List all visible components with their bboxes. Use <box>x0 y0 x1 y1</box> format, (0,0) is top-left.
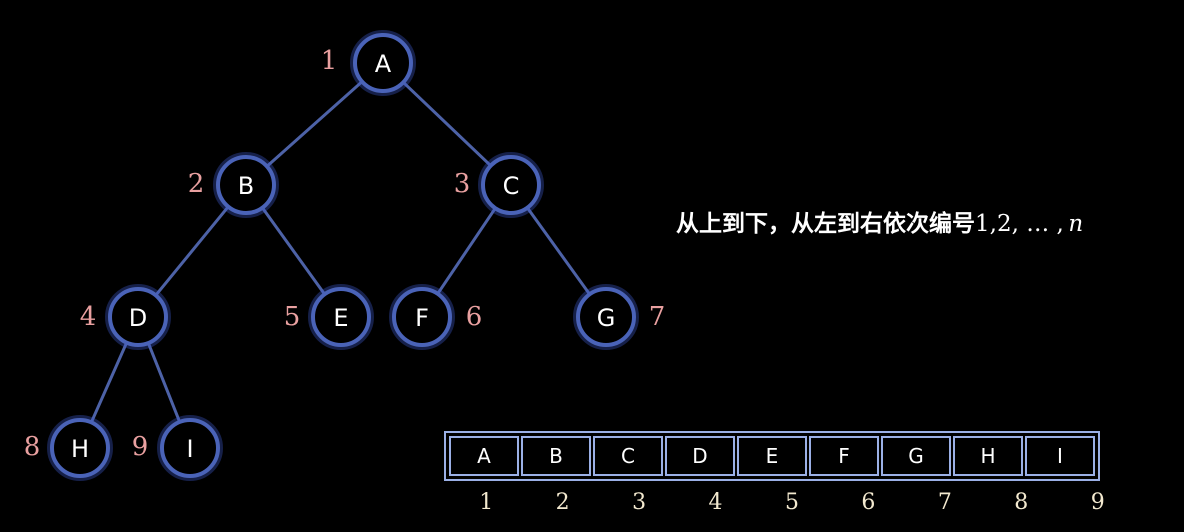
array-cell: A <box>449 436 519 476</box>
tree-node-h: H8 <box>24 415 113 481</box>
array-index: 9 <box>1090 490 1105 515</box>
array-index: 4 <box>708 490 723 515</box>
array-index: 2 <box>555 490 570 515</box>
tree-node-i: I9 <box>132 415 223 481</box>
tree-node-c: C3 <box>454 152 544 218</box>
tree-edge-a-c <box>401 80 493 168</box>
array-index: 7 <box>937 490 952 515</box>
node-letter: H <box>71 435 89 463</box>
array-cell: D <box>665 436 735 476</box>
array-index: 1 <box>479 490 494 515</box>
node-circle <box>576 287 636 347</box>
array-cell: B <box>521 436 591 476</box>
node-circle <box>216 155 276 215</box>
node-number: 8 <box>24 432 41 462</box>
array-index: 8 <box>1014 490 1029 515</box>
node-letter: I <box>186 435 193 463</box>
array-index: 6 <box>861 490 876 515</box>
node-number: 5 <box>284 302 301 332</box>
array-cell: I <box>1025 436 1095 476</box>
node-letter: C <box>503 172 520 200</box>
tree-edge-c-f <box>436 206 497 296</box>
array-cell: C <box>593 436 663 476</box>
node-number: 3 <box>454 169 471 199</box>
node-number: 4 <box>80 302 97 332</box>
array-index-row: 1 2 3 4 5 6 7 8 9 <box>444 490 1140 515</box>
node-letter: D <box>129 304 147 332</box>
tree-node-d: D4 <box>80 284 171 350</box>
tree-edge-b-e <box>260 206 327 296</box>
caption-text: 从上到下，从左到右依次编号 <box>676 211 975 237</box>
array-cell: E <box>737 436 807 476</box>
node-circle <box>481 155 541 215</box>
tree-edges <box>89 80 592 424</box>
caption-sequence: 1,2, … , <box>975 211 1064 237</box>
node-circle <box>50 418 110 478</box>
node-letter: E <box>333 304 348 332</box>
tree-node-e: E5 <box>284 284 374 350</box>
array-cell: H <box>953 436 1023 476</box>
tree-edge-d-h <box>89 341 129 424</box>
node-number: 2 <box>188 169 205 199</box>
array-cell: F <box>809 436 879 476</box>
tree-edge-c-g <box>525 206 592 296</box>
array-representation: A B C D E F G H I <box>444 431 1100 481</box>
tree-edge-d-i <box>146 341 182 424</box>
node-letter: B <box>238 172 254 200</box>
tree-edge-b-d <box>154 205 230 297</box>
array-cell: G <box>881 436 951 476</box>
node-circle <box>160 418 220 478</box>
node-number: 1 <box>321 46 338 76</box>
tree-edge-a-b <box>265 80 364 168</box>
node-circle <box>108 287 168 347</box>
node-letter: G <box>597 304 616 332</box>
node-circle <box>392 287 452 347</box>
node-number: 9 <box>132 432 149 462</box>
node-letter: A <box>375 50 392 78</box>
array-index: 5 <box>784 490 799 515</box>
node-circle <box>311 287 371 347</box>
caption-variable: n <box>1068 211 1084 237</box>
node-circle <box>353 33 413 93</box>
numbering-caption: 从上到下，从左到右依次编号1,2, … , n <box>676 206 1083 242</box>
array-index: 3 <box>632 490 647 515</box>
node-number: 6 <box>466 302 483 332</box>
node-number: 7 <box>649 302 666 332</box>
tree-node-b: B2 <box>188 152 279 218</box>
tree-node-a: A1 <box>321 30 416 96</box>
node-letter: F <box>415 304 429 332</box>
